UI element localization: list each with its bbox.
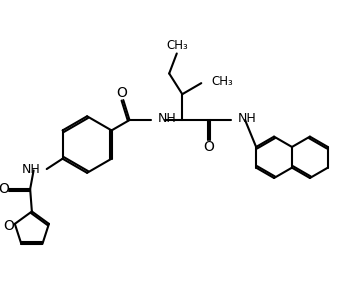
- Text: NH: NH: [158, 112, 176, 125]
- Text: O: O: [203, 140, 214, 154]
- Text: NH: NH: [21, 163, 40, 176]
- Text: O: O: [0, 182, 9, 196]
- Text: CH₃: CH₃: [166, 39, 189, 52]
- Text: CH₃: CH₃: [212, 75, 233, 88]
- Text: O: O: [3, 218, 14, 233]
- Text: NH: NH: [238, 112, 257, 125]
- Text: O: O: [116, 86, 127, 101]
